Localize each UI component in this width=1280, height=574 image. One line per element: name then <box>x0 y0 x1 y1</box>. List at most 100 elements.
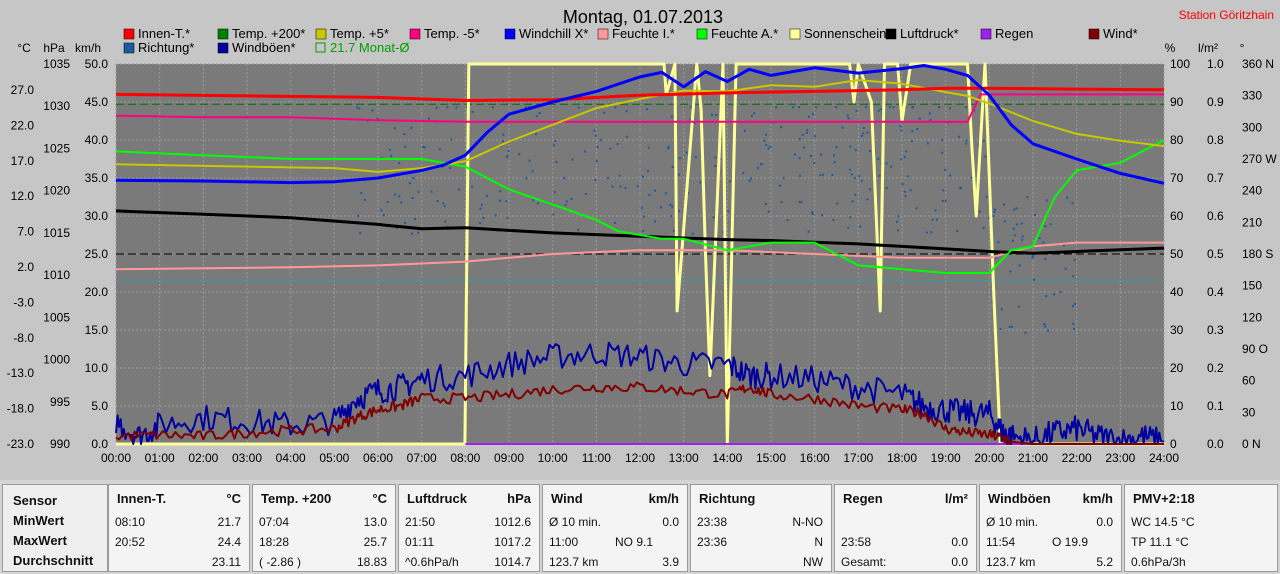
direction-point <box>1038 237 1041 240</box>
direction-point <box>742 172 745 175</box>
stats-column: Windböen km/h Ø 10 min. 0.0 11:54 O 19.9 123.7… <box>979 484 1122 572</box>
direction-point <box>911 140 914 143</box>
direction-point <box>714 156 717 159</box>
stats-row: 20:52 24.4 <box>115 535 241 553</box>
direction-point <box>1043 323 1046 326</box>
legend-swatch <box>696 28 708 40</box>
stats-cell: 0.0 <box>662 515 679 529</box>
stats-cell: 25.7 <box>363 535 387 549</box>
direction-point <box>767 210 770 213</box>
stats-column-header: Temp. +200 °C <box>261 491 387 509</box>
direction-point <box>646 170 649 173</box>
direction-point <box>669 203 672 206</box>
direction-point <box>390 155 393 158</box>
stats-column-unit: km/h <box>648 491 679 506</box>
direction-point <box>764 202 767 205</box>
direction-point <box>593 129 596 132</box>
direction-point <box>594 134 597 137</box>
x-tick-label: 21:00 <box>1018 451 1048 465</box>
direction-point <box>764 133 767 136</box>
direction-point <box>1015 207 1018 210</box>
stats-column-title: Innen-T. <box>117 491 167 506</box>
x-tick-label: 16:00 <box>800 451 830 465</box>
legend-label: Luftdruck* <box>900 26 959 41</box>
stats-cell: 1017.2 <box>494 535 531 549</box>
stats-column: Wind km/h Ø 10 min. 0.0 11:00 NO 9.1 123.7 km 3… <box>542 484 688 572</box>
direction-point <box>750 177 753 180</box>
direction-point <box>616 143 619 146</box>
direction-point <box>712 216 715 219</box>
stats-column-title: Temp. +200 <box>261 491 332 506</box>
direction-point <box>811 213 814 216</box>
direction-tick-label: 270 W <box>1242 152 1277 166</box>
stats-cell: 0.0 <box>1096 515 1113 529</box>
direction-point <box>779 126 782 129</box>
direction-point <box>1044 325 1047 328</box>
stats-row: 23:38 N-NO <box>697 515 823 533</box>
x-tick-label: 03:00 <box>232 451 262 465</box>
stats-column-header: Regen l/m² <box>843 491 968 509</box>
pressure-tick-label: 1020 <box>43 184 70 198</box>
direction-point <box>1072 322 1075 325</box>
direction-point <box>1066 196 1069 199</box>
direction-point <box>498 199 501 202</box>
direction-point <box>877 157 880 160</box>
direction-point <box>499 190 502 193</box>
direction-point <box>714 164 717 167</box>
series-line-luftdruck <box>115 209 1165 255</box>
direction-point <box>552 144 555 147</box>
stats-row: 11:54 O 19.9 <box>986 535 1113 553</box>
series-line-windchill-x <box>115 64 1165 185</box>
stats-row <box>841 515 968 533</box>
direction-point <box>670 115 673 118</box>
x-tick-label: 11:00 <box>582 451 611 465</box>
direction-point <box>810 155 813 158</box>
direction-point <box>833 154 836 157</box>
pressure-tick-label: 990 <box>50 437 70 451</box>
humidity-tick-label: 20 <box>1170 361 1184 375</box>
direction-point <box>584 193 587 196</box>
unit-label-direction: ° <box>1240 41 1245 55</box>
pressure-tick-label: 995 <box>50 395 70 409</box>
direction-point <box>1021 235 1024 238</box>
direction-point <box>935 218 938 221</box>
stats-column: Temp. +200 °C 07:04 13.0 18:28 25.7 ( -2.86 ) 1… <box>252 484 396 572</box>
direction-point <box>450 138 453 141</box>
direction-tick-label: 330 <box>1242 89 1262 103</box>
direction-point <box>1044 257 1047 260</box>
direction-point <box>531 170 534 173</box>
direction-point <box>1032 255 1035 258</box>
direction-tick-label: 240 <box>1242 184 1262 198</box>
direction-point <box>404 145 407 148</box>
direction-point <box>911 106 914 109</box>
legend-label: Innen-T.* <box>138 26 190 41</box>
direction-point <box>865 106 868 109</box>
direction-point <box>802 146 805 149</box>
direction-point <box>973 109 976 112</box>
direction-point <box>536 202 539 205</box>
direction-point <box>888 106 891 109</box>
direction-point <box>985 195 988 198</box>
direction-point <box>678 157 681 160</box>
stats-cell: 0.6hPa/3h <box>1131 555 1186 569</box>
legend-swatch <box>315 42 326 53</box>
direction-point <box>847 226 850 229</box>
stats-cell: 23:36 <box>697 535 728 549</box>
direction-point <box>442 202 445 205</box>
stats-row: 21:50 1012.6 <box>405 515 531 533</box>
x-tick-label: 12:00 <box>625 451 655 465</box>
direction-point <box>798 174 801 177</box>
direction-point <box>860 179 863 182</box>
direction-point <box>993 208 996 211</box>
humidity-tick-label: 80 <box>1170 133 1184 147</box>
direction-point <box>956 230 959 233</box>
x-tick-label: 00:00 <box>101 451 131 465</box>
direction-point <box>524 106 527 109</box>
direction-point <box>798 137 801 140</box>
direction-point <box>763 139 766 142</box>
direction-point <box>358 107 361 110</box>
pressure-tick-label: 1000 <box>43 353 70 367</box>
stats-column-header: Luftdruck hPa <box>407 491 531 509</box>
stats-column-unit: °C <box>226 491 241 506</box>
stats-cell: NW <box>803 555 823 569</box>
